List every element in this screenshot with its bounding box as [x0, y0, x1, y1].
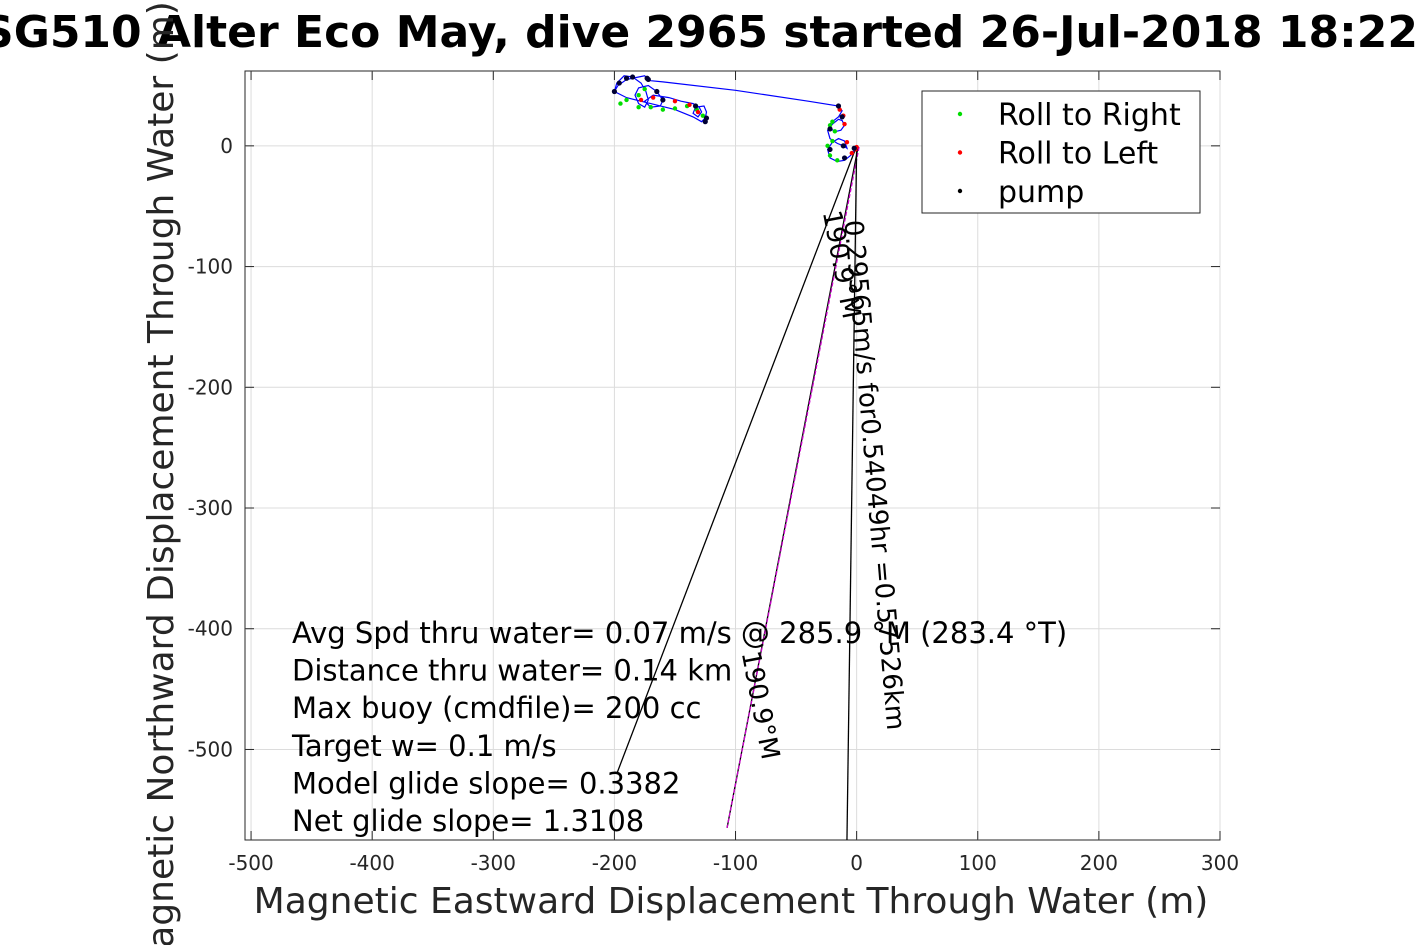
legend-marker: [957, 150, 963, 155]
tick-labels: -500 -400 -300 -200 -100 0 100 200 300 -500 -400 -3…: [188, 134, 1239, 875]
pump-point: [692, 103, 699, 109]
pump-point: [623, 75, 630, 81]
y-tick-label: -400: [188, 617, 233, 641]
pump-point: [654, 88, 660, 95]
roll-right-point: [830, 119, 835, 124]
x-tick-label: 200: [1080, 851, 1118, 875]
roll-left-point: [687, 102, 692, 108]
y-tick-label: -500: [188, 737, 233, 761]
roll-right-point: [660, 107, 666, 112]
y-tick-label: -300: [188, 496, 233, 520]
roll-right-point: [835, 158, 840, 163]
summary-annotations: Avg Spd thru water= 0.07 m/s @ 285.9 °M …: [291, 616, 1067, 838]
pump-point: [827, 126, 833, 132]
x-tick-label: 300: [1201, 851, 1239, 875]
x-tick-label: -400: [349, 851, 394, 875]
summary-line: Model glide slope= 0.3382: [292, 766, 680, 800]
x-tick-label: 0: [850, 851, 863, 875]
roll-right-point: [700, 113, 706, 118]
pump-point: [616, 80, 622, 86]
roll-right-point: [672, 106, 678, 111]
summary-line: Net glide slope= 1.3108: [292, 804, 644, 838]
legend-label: Roll to Left: [998, 137, 1158, 172]
y-tick-label: -100: [188, 255, 233, 279]
vector-line: [846, 145, 858, 841]
roll-left-point: [842, 121, 847, 127]
roll-right-point: [618, 101, 623, 106]
pump-point: [629, 74, 636, 80]
pump-point: [660, 97, 666, 103]
roll-left-point: [695, 109, 701, 115]
summary-line: Avg Spd thru water= 0.07 m/s @ 285.9 °M …: [292, 616, 1067, 650]
pump-point: [827, 146, 833, 153]
track-markers: [611, 74, 859, 163]
roll-left-point: [844, 140, 850, 145]
y-tick-label: -200: [188, 375, 233, 399]
x-tick-label: -100: [713, 851, 758, 875]
legend-label: pump: [998, 175, 1084, 210]
x-tick-label: -200: [592, 851, 637, 875]
roll-right-point: [827, 123, 833, 128]
legend-label: Roll to Right: [998, 98, 1181, 133]
vector-lines: [616, 145, 860, 841]
vector-line: [616, 145, 858, 774]
pump-point: [645, 76, 651, 83]
pump-point: [851, 145, 857, 151]
y-axis-label: Magnetic Northward Displacement Through …: [141, 1, 182, 945]
pump-point: [702, 119, 708, 125]
roll-left-point: [849, 150, 855, 156]
tick-marks: [245, 71, 1221, 840]
pump-point: [839, 114, 845, 120]
summary-line: Distance thru water= 0.14 km: [292, 654, 732, 688]
roll-right-point: [832, 129, 838, 134]
roll-right-point: [642, 86, 647, 92]
x-tick-label: -500: [228, 851, 273, 875]
summary-line: Target w= 0.1 m/s: [291, 729, 557, 763]
summary-line: Max buoy (cmdfile)= 200 cc: [292, 691, 701, 725]
pump-point: [841, 155, 848, 161]
roll-left-point: [638, 97, 644, 103]
roll-right-point: [636, 92, 641, 98]
roll-right-point: [648, 105, 653, 110]
x-axis-label: Magnetic Eastward Displacement Through W…: [254, 881, 1209, 922]
pump-point: [840, 143, 846, 149]
roll-right-point: [624, 97, 629, 103]
legend-box: [921, 90, 1201, 214]
roll-right-point: [827, 153, 833, 158]
roll-right-point: [830, 138, 835, 144]
legend-marker: [957, 111, 963, 117]
pump-point: [611, 88, 618, 95]
x-tick-label: 100: [959, 851, 997, 875]
y-tick-label: 0: [220, 134, 233, 158]
legend-marker: [957, 188, 963, 194]
roll-right-point: [825, 143, 830, 149]
roll-right-point: [636, 105, 641, 110]
x-tick-label: -300: [471, 851, 516, 875]
roll-left-point: [672, 98, 678, 104]
roll-left-point: [650, 95, 656, 100]
pump-point: [835, 103, 842, 109]
chart-title: SG510 Alter Eco May, dive 2965 started 2…: [0, 7, 1417, 58]
vector-line: [726, 146, 860, 829]
